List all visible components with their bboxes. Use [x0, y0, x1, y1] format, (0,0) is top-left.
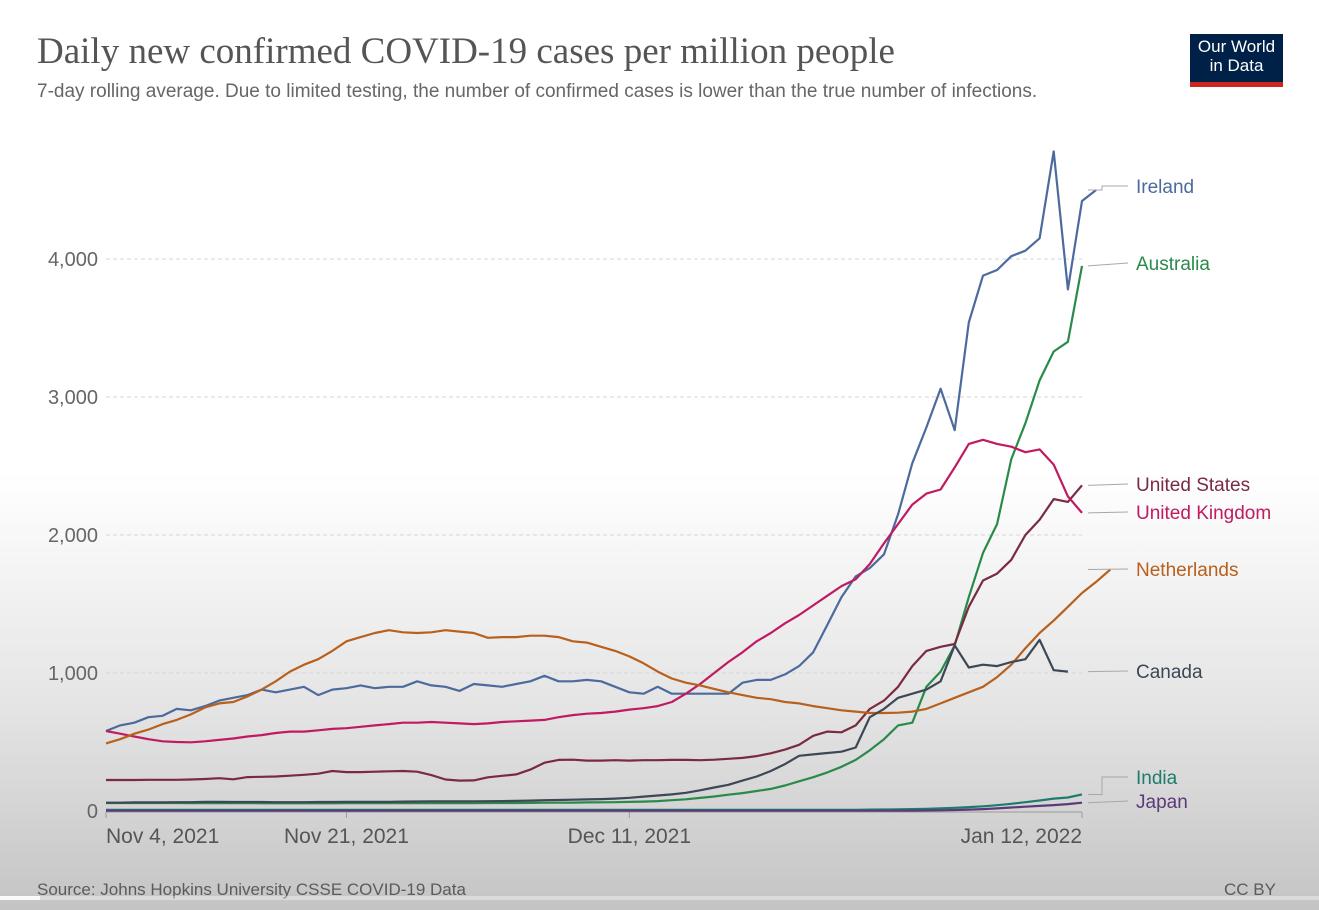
- series-label-australia: Australia: [1136, 254, 1210, 275]
- label-connector: [1087, 262, 1129, 267]
- label-connector: [1087, 483, 1129, 486]
- series-label-india: India: [1136, 768, 1178, 789]
- y-axis: 0 1,000 2,000 3,000 4,000: [48, 249, 98, 823]
- y-tick-label: 0: [87, 801, 98, 823]
- logo-line-1: Our World: [1197, 37, 1276, 56]
- owid-logo[interactable]: Our World in Data: [1190, 34, 1283, 87]
- x-tick-label: Jan 12, 2022: [961, 825, 1082, 848]
- chart-subtitle: 7-day rolling average. Due to limited te…: [37, 81, 1038, 102]
- series-line-united-states: [106, 484, 1083, 782]
- series-label-japan: Japan: [1136, 792, 1188, 813]
- label-connector: [1087, 800, 1129, 804]
- chart-title: Daily new confirmed COVID-19 cases per m…: [37, 31, 895, 72]
- logo-accent-bar: [1190, 82, 1283, 87]
- label-connector: [1087, 568, 1129, 570]
- series-line-netherlands: [105, 568, 1112, 745]
- video-progress-bar[interactable]: [0, 896, 1319, 900]
- license-link[interactable]: CC BY: [1224, 880, 1276, 899]
- x-axis: Nov 4, 2021 Nov 21, 2021 Dec 11, 2021 Jan 1…: [105, 811, 1083, 848]
- y-tick-label: 3,000: [48, 387, 98, 409]
- x-tick-label: Nov 21, 2021: [284, 825, 409, 848]
- y-tick-label: 2,000: [48, 525, 98, 547]
- gridlines: [106, 258, 1082, 674]
- y-tick-label: 4,000: [48, 249, 98, 271]
- series-lines: [105, 150, 1112, 812]
- label-connector: [1087, 670, 1129, 673]
- source-note: Source: Johns Hopkins University CSSE CO…: [37, 880, 466, 899]
- y-tick-label: 1,000: [48, 663, 98, 685]
- label-connector: [1087, 511, 1129, 514]
- series-line-japan: [106, 801, 1083, 812]
- series-label-united-states: United States: [1136, 475, 1250, 496]
- x-tick-label: Nov 4, 2021: [106, 825, 219, 848]
- series-labels: Ireland Australia United States United King…: [1087, 177, 1271, 813]
- series-line-united-kingdom: [105, 438, 1083, 744]
- x-tick-label: Dec 11, 2021: [568, 825, 691, 848]
- series-line-canada: [106, 638, 1069, 804]
- series-label-ireland: Ireland: [1136, 177, 1194, 198]
- label-connector: [1088, 185, 1128, 191]
- video-progress-fill: [0, 896, 40, 900]
- series-label-netherlands: Netherlands: [1136, 560, 1238, 581]
- label-connector: [1088, 776, 1128, 795]
- series-line-ireland: [105, 150, 1097, 733]
- series-label-canada: Canada: [1136, 662, 1203, 683]
- logo-line-2: in Data: [1209, 56, 1264, 75]
- series-line-australia: [106, 265, 1084, 805]
- series-label-united-kingdom: United Kingdom: [1136, 503, 1271, 524]
